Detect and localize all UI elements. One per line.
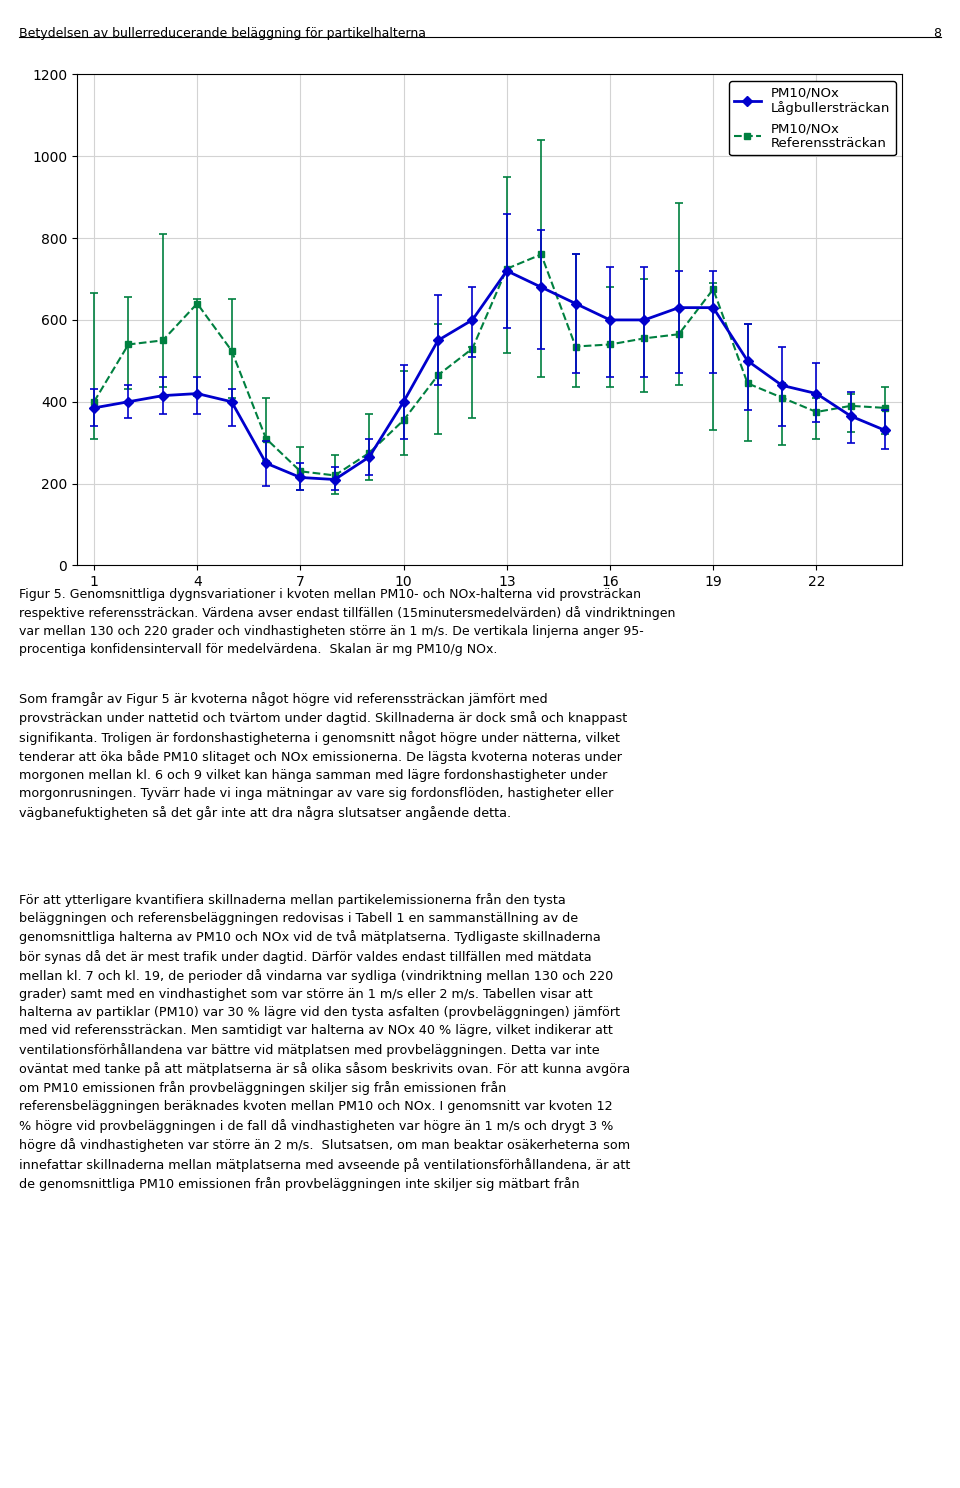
Text: 8: 8 [933, 27, 941, 40]
Text: För att ytterligare kvantifiera skillnaderna mellan partikelemissionerna från de: För att ytterligare kvantifiera skillnad… [19, 893, 631, 1192]
Text: Betydelsen av bullerreducerande beläggning för partikelhalterna: Betydelsen av bullerreducerande beläggni… [19, 27, 426, 40]
Text: Figur 5. Genomsnittliga dygnsvariationer i kvoten mellan PM10- och NOx-halterna : Figur 5. Genomsnittliga dygnsvariationer… [19, 588, 676, 656]
Text: Som framgår av Figur 5 är kvoterna något högre vid referenssträckan jämfört med
: Som framgår av Figur 5 är kvoterna något… [19, 692, 628, 820]
Legend: PM10/NOx
Lågbullersträckan, PM10/NOx
Referenssträckan: PM10/NOx Lågbullersträckan, PM10/NOx Ref… [729, 80, 896, 155]
